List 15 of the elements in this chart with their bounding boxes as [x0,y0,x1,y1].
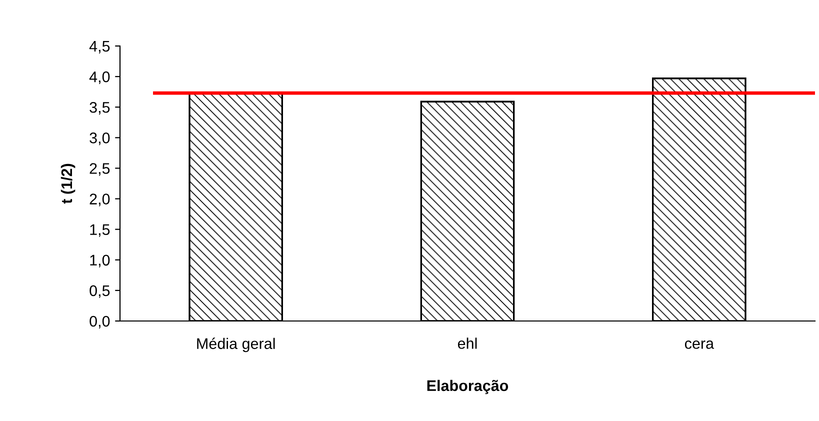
x-tick-label: Média geral [197,338,275,352]
y-tick-label: 3,5 [90,102,110,115]
y-tick-label: 0,0 [90,316,110,328]
y-axis-title: t (1/2) [60,164,76,204]
x-tick-label: ehl [458,338,477,349]
y-tick-label: 1,5 [90,224,110,237]
y-tick-label: 2,0 [90,194,110,206]
y-tick-label: 1,0 [90,254,110,268]
y-tick-label: 3,0 [90,132,110,146]
x-axis-title: Elaboração [427,380,508,394]
y-tick-label: 4,0 [89,71,110,84]
y-tick-label: 4,5 [89,41,110,54]
x-tick-label: cera [684,340,714,349]
y-tick-label: 2,5 [90,163,110,176]
y-tick-label: 0,5 [90,285,110,298]
